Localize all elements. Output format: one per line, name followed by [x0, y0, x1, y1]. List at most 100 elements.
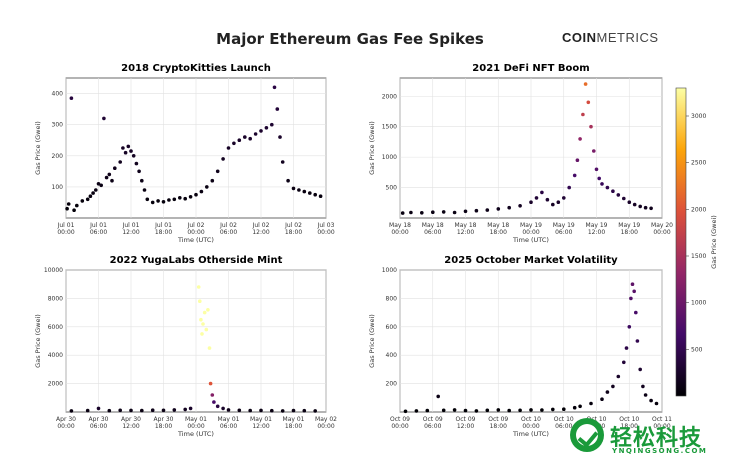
data-point — [202, 310, 207, 315]
data-point — [431, 210, 435, 214]
data-point — [654, 401, 659, 406]
x-tick-label-time: 06:00 — [220, 423, 237, 430]
x-tick-label: Jul 03 — [317, 222, 335, 229]
x-tick-label: May 01 — [218, 416, 240, 423]
data-point — [196, 285, 201, 289]
x-tick-label-time: 06:00 — [424, 229, 441, 236]
chart-panel: 2025 October Market Volatility 200 400 600 8… — [368, 255, 672, 438]
data-point — [627, 325, 632, 329]
data-point — [496, 207, 501, 211]
data-point — [624, 346, 629, 350]
data-point — [594, 167, 599, 172]
x-tick-label: Jul 01 — [57, 222, 75, 229]
data-point — [123, 150, 128, 155]
data-point — [643, 205, 648, 210]
data-point — [204, 327, 209, 332]
data-point — [237, 408, 242, 413]
data-point — [403, 409, 408, 414]
data-point — [400, 211, 405, 215]
y-tick-label: 200 — [386, 381, 398, 388]
x-tick-label: May 18 — [422, 222, 444, 229]
x-tick-label-time: 18:00 — [490, 229, 507, 236]
data-point — [243, 135, 247, 139]
y-axis-label: Gas Price (Gwei) — [368, 314, 376, 368]
data-point — [129, 408, 133, 413]
data-point — [221, 157, 225, 161]
x-tick-label: May 19 — [520, 222, 542, 229]
data-point — [638, 367, 642, 372]
x-tick-label: May 02 — [315, 416, 337, 423]
x-tick-label-time: 18:00 — [285, 423, 302, 430]
data-point — [589, 124, 593, 129]
data-point — [96, 182, 101, 186]
panel-title: 2021 DeFi NFT Boom — [472, 63, 589, 74]
data-point — [605, 390, 610, 394]
data-point — [572, 173, 577, 178]
data-point — [161, 408, 166, 413]
x-tick-label: Oct 09 — [488, 416, 508, 423]
data-point — [529, 200, 533, 204]
x-axis-label: Time (UTC) — [177, 236, 214, 244]
data-point — [611, 384, 615, 389]
data-point — [72, 208, 76, 212]
data-point — [140, 178, 144, 183]
data-point — [518, 204, 522, 208]
x-tick-label-time: 00:00 — [391, 423, 408, 430]
x-tick-label-time: 00:00 — [317, 229, 334, 236]
data-point — [270, 408, 274, 413]
data-point — [611, 189, 615, 193]
x-tick-label: Apr 30 — [121, 416, 141, 423]
data-point — [126, 144, 131, 149]
data-point — [131, 154, 136, 158]
data-point — [436, 394, 441, 399]
data-point — [215, 169, 220, 174]
data-point — [107, 408, 112, 413]
y-tick-label: 2000 — [48, 381, 63, 388]
x-tick-label-time: 18:00 — [285, 229, 302, 236]
colorbar-label: Gas Price (Gwei) — [710, 215, 718, 269]
x-tick-label: Oct 09 — [390, 416, 410, 423]
data-point — [592, 149, 596, 153]
data-point — [409, 210, 413, 215]
data-point — [129, 149, 133, 153]
data-point — [253, 132, 258, 136]
x-tick-label: Apr 30 — [56, 416, 76, 423]
data-point — [600, 397, 604, 402]
data-point — [414, 409, 419, 413]
x-tick-label: May 19 — [618, 222, 640, 229]
x-tick-label-time: 18:00 — [155, 229, 172, 236]
data-point — [485, 408, 490, 413]
x-tick-label: Oct 09 — [456, 416, 476, 423]
data-point — [463, 408, 468, 413]
data-point — [529, 408, 533, 412]
data-point — [562, 196, 566, 200]
main-title: Major Ethereum Gas Fee Spikes — [216, 30, 484, 48]
data-point — [578, 137, 582, 141]
data-point — [638, 204, 642, 209]
x-axis-label: Time (UTC) — [512, 236, 549, 244]
data-point — [270, 122, 274, 127]
data-point — [85, 408, 90, 413]
x-tick-label: May 01 — [185, 416, 207, 423]
data-point — [75, 203, 79, 208]
data-point — [556, 200, 561, 204]
data-point — [259, 129, 263, 133]
data-point — [643, 393, 648, 397]
x-tick-label-time: 06:00 — [220, 229, 237, 236]
data-point — [313, 409, 318, 413]
data-point — [630, 282, 635, 287]
panel-title: 2022 YugaLabs Otherside Mint — [110, 255, 283, 266]
x-tick-label: May 20 — [651, 222, 673, 229]
data-point — [562, 407, 566, 412]
colorbar-tick-label: 1500 — [691, 253, 706, 260]
x-tick-label-time: 06:00 — [555, 423, 572, 430]
data-point — [420, 211, 424, 215]
data-point — [581, 112, 585, 117]
data-point — [208, 381, 213, 386]
x-tick-label-time: 06:00 — [555, 229, 572, 236]
x-tick-label: Oct 09 — [423, 416, 443, 423]
data-point — [107, 172, 112, 177]
y-tick-label: 100 — [52, 184, 64, 191]
x-tick-label-time: 18:00 — [621, 423, 638, 430]
